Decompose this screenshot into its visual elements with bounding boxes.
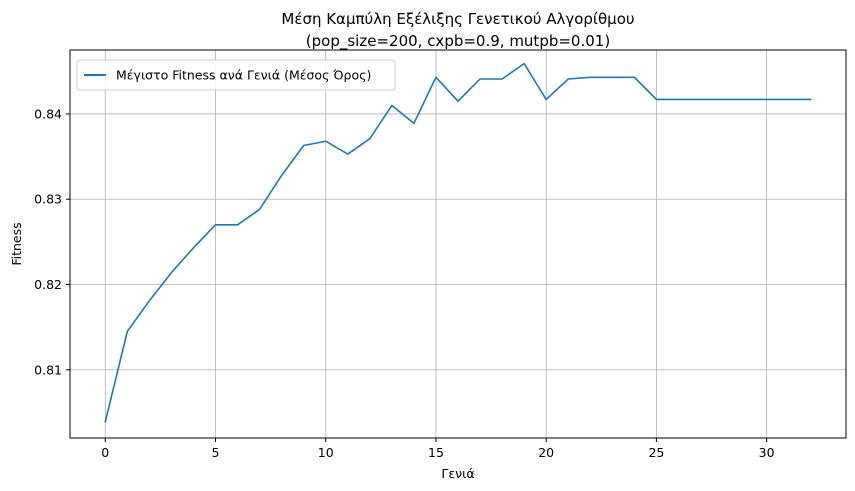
- x-tick-label: 25: [648, 445, 664, 460]
- y-tick-label: 0.82: [34, 277, 62, 292]
- chart-title-line1: Μέση Καμπύλη Εξέλιξης Γενετικού Αλγορίθμ…: [281, 10, 634, 28]
- x-tick-label: 10: [318, 445, 334, 460]
- x-tick-label: 20: [538, 445, 554, 460]
- legend-label: Μέγιστο Fitness ανά Γενιά (Μέσος Όρος): [116, 68, 371, 83]
- x-tick-label: 15: [428, 445, 444, 460]
- legend-box: [76, 59, 396, 91]
- chart-title-line2: (pop_size=200, cxpb=0.9, mutpb=0.01): [306, 32, 610, 51]
- y-axis-ticks: 0.81 0.82 0.83 0.84: [34, 106, 70, 377]
- x-tick-label: 5: [212, 445, 220, 460]
- legend: Μέγιστο Fitness ανά Γενιά (Μέσος Όρος): [76, 59, 396, 91]
- x-axis-label: Γενιά: [441, 466, 474, 481]
- grid: [70, 50, 846, 438]
- y-tick-label: 0.83: [34, 192, 62, 207]
- series-line: [104, 62, 812, 423]
- y-tick-label: 0.84: [34, 106, 62, 121]
- y-axis-label: Fitness: [9, 222, 24, 265]
- x-axis-ticks: 0 5 10 15 20 25 30: [101, 438, 775, 460]
- y-tick-label: 0.81: [34, 362, 62, 377]
- x-tick-label: 30: [759, 445, 775, 460]
- plot-area-frame: [69, 49, 847, 439]
- x-tick-label: 0: [101, 445, 109, 460]
- series-layer: [104, 62, 812, 423]
